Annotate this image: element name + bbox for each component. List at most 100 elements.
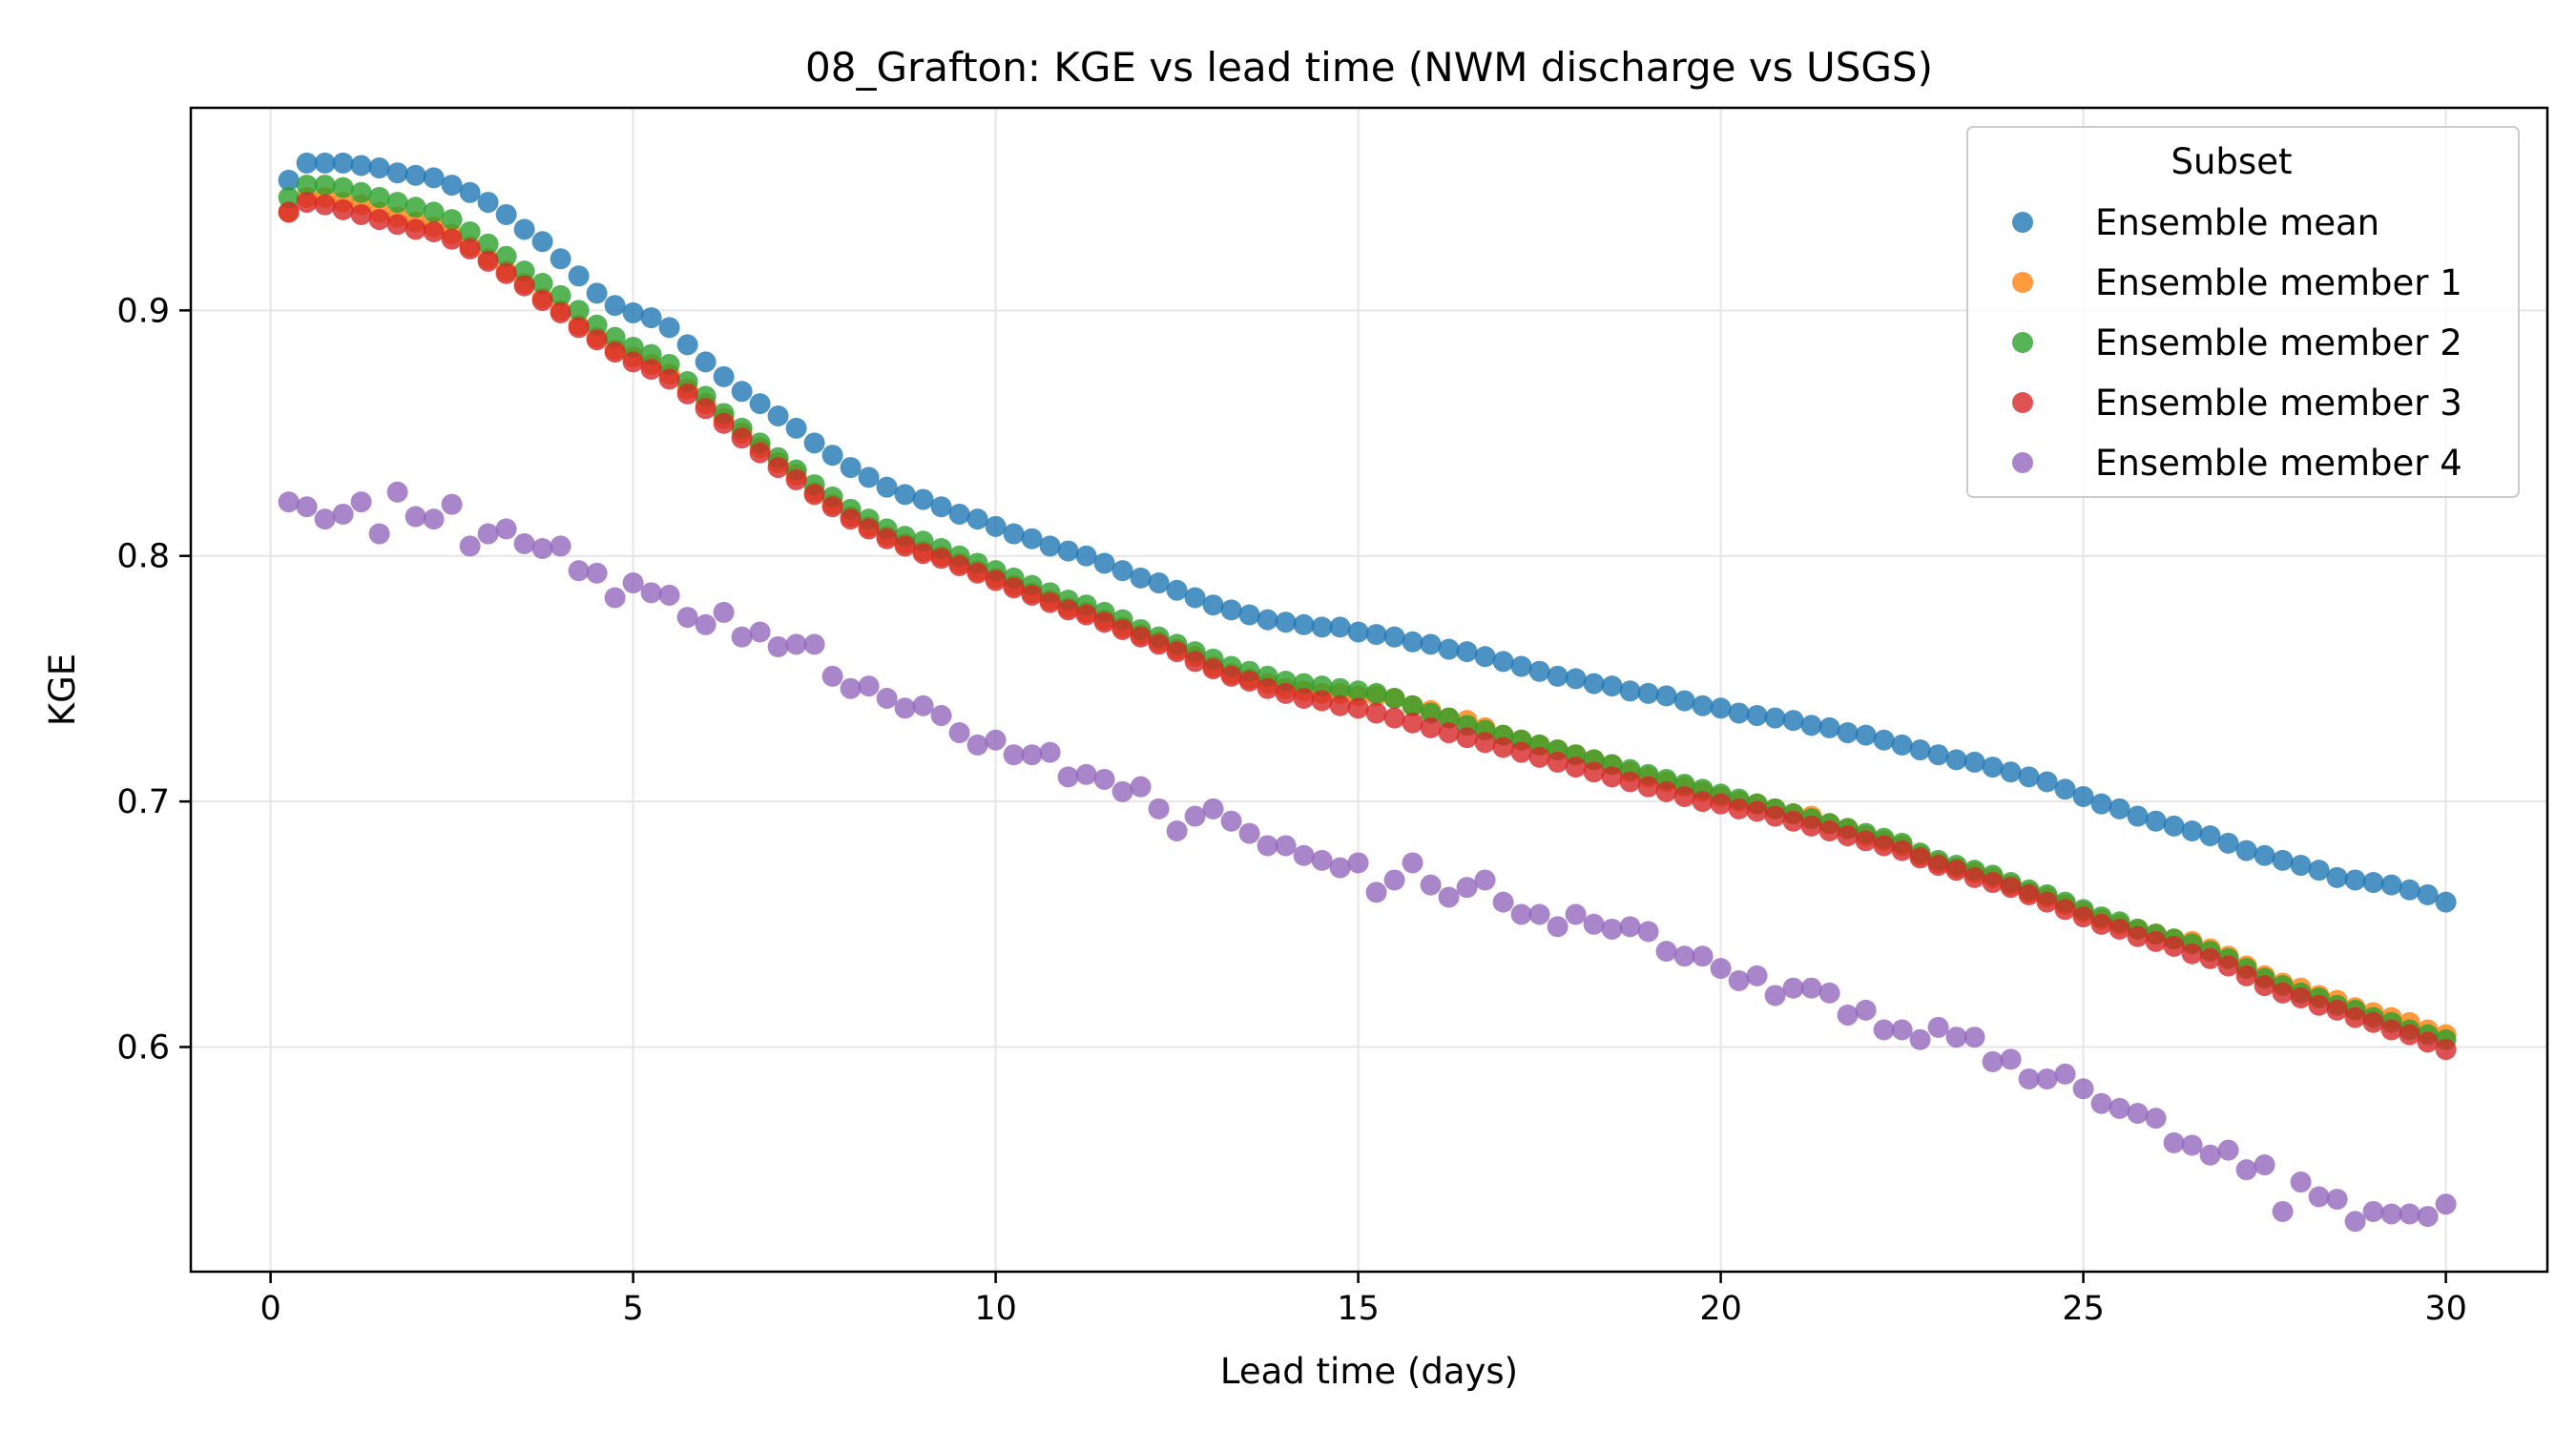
data-point xyxy=(2181,819,2203,841)
data-point xyxy=(1329,677,1351,699)
data-point xyxy=(1003,523,1025,545)
legend-marker xyxy=(2012,272,2033,293)
data-point xyxy=(1601,918,1623,940)
data-point xyxy=(568,265,590,287)
data-point xyxy=(2127,805,2149,827)
data-point xyxy=(803,484,825,506)
legend-marker xyxy=(2012,332,2033,353)
data-point xyxy=(368,157,390,179)
data-point xyxy=(495,262,517,284)
data-point xyxy=(2090,1092,2112,1114)
data-point xyxy=(1891,1019,1913,1041)
data-point xyxy=(2272,1200,2294,1222)
data-point xyxy=(1619,680,1641,702)
data-point xyxy=(1420,874,1442,896)
data-point xyxy=(1130,626,1152,648)
data-point xyxy=(278,186,300,208)
data-point xyxy=(2417,1206,2439,1228)
data-point xyxy=(368,523,390,545)
data-point xyxy=(1257,677,1278,699)
data-point xyxy=(350,491,372,513)
data-point xyxy=(423,167,445,189)
data-point xyxy=(640,343,662,365)
data-point xyxy=(1583,913,1605,935)
x-tick-label: 20 xyxy=(1699,1290,1742,1328)
data-point xyxy=(1782,977,1804,999)
data-point xyxy=(894,484,916,506)
data-point xyxy=(1166,579,1188,601)
data-point xyxy=(1293,688,1315,710)
data-point xyxy=(985,729,1007,751)
data-point xyxy=(749,442,771,464)
data-point xyxy=(586,562,608,584)
data-point xyxy=(2435,1193,2457,1215)
x-tick-label: 30 xyxy=(2424,1290,2467,1328)
data-point xyxy=(2018,766,2040,788)
data-point xyxy=(1383,626,1405,648)
data-point xyxy=(2380,1019,2402,1041)
legend-marker xyxy=(2012,212,2033,233)
data-point xyxy=(568,300,590,321)
data-point xyxy=(1873,1019,1895,1041)
data-point xyxy=(2326,1189,2348,1211)
data-point xyxy=(495,245,517,267)
data-point xyxy=(1945,749,1967,771)
data-point xyxy=(676,383,698,404)
data-point xyxy=(622,572,644,594)
data-point xyxy=(1492,891,1514,913)
x-tick-label: 25 xyxy=(2062,1290,2105,1328)
data-point xyxy=(2090,913,2112,935)
data-point xyxy=(1710,958,1732,980)
data-point xyxy=(405,218,426,240)
data-point xyxy=(1347,852,1369,874)
data-point xyxy=(948,722,970,744)
data-point xyxy=(296,175,318,197)
data-point xyxy=(676,607,698,629)
data-point xyxy=(1710,793,1732,815)
data-point xyxy=(586,329,608,351)
data-point xyxy=(2127,925,2149,947)
data-point xyxy=(2181,1134,2203,1156)
data-point xyxy=(1583,673,1605,695)
data-point xyxy=(1057,599,1079,621)
data-point xyxy=(1202,594,1224,616)
data-point xyxy=(2054,1063,2076,1085)
data-point xyxy=(767,457,789,479)
data-point xyxy=(803,432,825,454)
data-point xyxy=(1093,768,1115,790)
data-point xyxy=(405,506,426,528)
x-tick-label: 0 xyxy=(260,1290,280,1328)
data-point xyxy=(695,613,717,635)
data-point xyxy=(1075,604,1097,626)
data-point xyxy=(821,665,843,687)
data-point xyxy=(1619,771,1641,793)
data-point xyxy=(2254,1154,2275,1176)
data-point xyxy=(2199,947,2221,969)
data-point xyxy=(1873,729,1895,751)
chart-title: 08_Grafton: KGE vs lead time (NWM discha… xyxy=(805,44,1933,91)
data-point xyxy=(495,518,517,540)
data-point xyxy=(2163,935,2185,957)
data-point xyxy=(966,562,988,584)
data-point xyxy=(2235,840,2257,861)
data-point xyxy=(405,197,426,218)
data-point xyxy=(2399,1203,2420,1225)
data-point xyxy=(1438,707,1460,729)
data-point xyxy=(1728,970,1750,991)
y-tick-label: 0.7 xyxy=(116,783,170,821)
data-point xyxy=(604,587,626,609)
data-point xyxy=(1003,577,1025,599)
data-point xyxy=(1818,982,1840,1004)
data-point xyxy=(314,152,336,174)
y-axis-label: KGE xyxy=(42,653,83,726)
data-point xyxy=(2018,883,2040,905)
data-point xyxy=(2054,899,2076,921)
data-point xyxy=(441,228,463,250)
data-point xyxy=(2362,1200,2384,1222)
data-point xyxy=(550,248,571,270)
data-point xyxy=(1039,741,1061,763)
data-point xyxy=(1855,999,1877,1021)
data-point xyxy=(1093,552,1115,574)
data-point xyxy=(1383,707,1405,729)
data-point xyxy=(568,560,590,582)
